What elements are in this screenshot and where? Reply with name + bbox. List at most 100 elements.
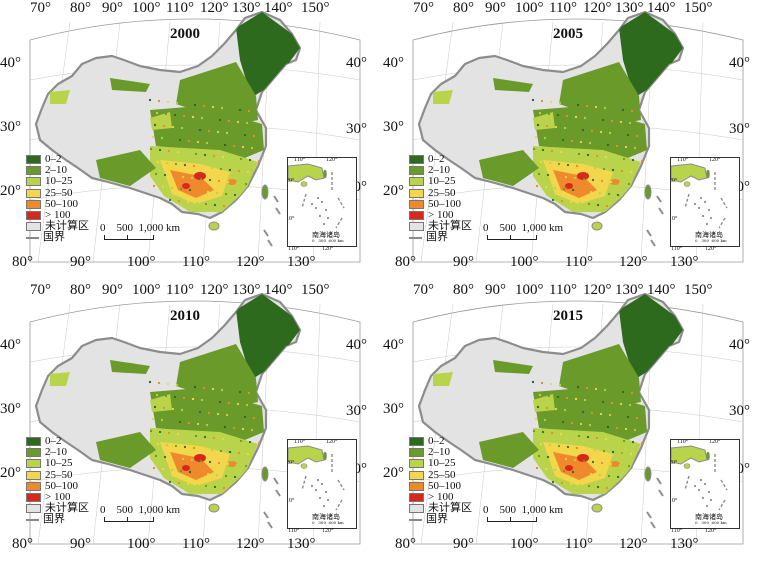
- top-longitude-label: 110°: [166, 282, 194, 298]
- legend-swatch: [409, 459, 424, 469]
- left-latitude-label: 20°: [383, 465, 404, 481]
- legend-swatch: [409, 437, 424, 447]
- left-latitude-label: 40°: [383, 337, 404, 353]
- legend-item: 10–25: [26, 176, 89, 187]
- left-latitude-label: 20°: [383, 183, 404, 199]
- legend-label: 50–100: [45, 197, 78, 210]
- legend-label: 国界: [426, 231, 448, 244]
- legend-item: 10–25: [409, 458, 472, 469]
- legend-swatch: [409, 504, 424, 514]
- right-latitude-label: 30°: [346, 121, 367, 137]
- map-graphic: [412, 292, 744, 545]
- legend-item: > 100: [409, 209, 472, 221]
- left-latitude-label: 40°: [383, 55, 404, 71]
- legend-item-boundary: 国界: [26, 232, 89, 243]
- legend-label: 2–10: [428, 164, 450, 177]
- top-longitude-label: 110°: [166, 0, 194, 16]
- legend-item: > 100: [26, 209, 89, 221]
- bottom-longitude-label: 90°: [453, 536, 474, 552]
- legend-swatch: [409, 155, 424, 165]
- bottom-longitude-label: 120°: [619, 536, 648, 552]
- year-label: 2000: [170, 26, 200, 42]
- map-panel-2000: 2000 70° 80° 90° 100° 110° 120° 130° 140° 150° 80°…: [0, 0, 383, 282]
- legend-item: 25–50: [409, 469, 472, 481]
- legend: 0–2 2–10 10–25 25–50 50–100 > 100 未计算区 国界: [409, 435, 472, 526]
- legend-item: 未计算区: [409, 220, 472, 233]
- inset-title: 南海诸岛: [695, 513, 723, 521]
- top-longitude-label: 80°: [453, 0, 474, 16]
- bottom-longitude-label: 80°: [395, 536, 416, 552]
- legend-label: 未计算区: [428, 220, 472, 233]
- legend-swatch: [26, 481, 41, 491]
- top-longitude-label: 90°: [485, 282, 506, 298]
- legend-label: > 100: [428, 490, 454, 503]
- boundary-line-swatch: [409, 236, 422, 239]
- inset-longitude-label: 110°: [677, 157, 689, 163]
- top-longitude-label: 150°: [301, 0, 330, 16]
- left-latitude-label: 30°: [0, 401, 21, 417]
- inset-graphic: [671, 163, 728, 229]
- inset-longitude-label: 120°: [326, 439, 338, 445]
- legend: 0–2 2–10 10–25 25–50 50–100 > 100 未计算区 国界: [409, 153, 472, 244]
- inset-below-longitude-label: 120°: [705, 246, 717, 252]
- top-longitude-label: 100°: [132, 0, 161, 16]
- legend-label: 10–25: [428, 457, 456, 470]
- legend-item: 50–100: [409, 480, 472, 492]
- legend-item: 2–10: [26, 164, 89, 176]
- legend-swatch: [26, 448, 41, 458]
- map-graphic: [29, 292, 361, 545]
- legend-item: 未计算区: [26, 502, 89, 514]
- legend-label: 未计算区: [45, 220, 89, 233]
- scale-bar-line: [104, 235, 154, 240]
- inset-below-longitude-label: 110°: [671, 246, 683, 252]
- legend-item: 未计算区: [26, 220, 89, 233]
- bottom-longitude-label: 120°: [236, 536, 265, 552]
- legend-label: 国界: [43, 231, 65, 244]
- legend-swatch: [409, 222, 424, 232]
- left-latitude-label: 30°: [383, 401, 404, 417]
- legend-swatch: [26, 504, 41, 514]
- scale-bar-labels: 0 500 1,000 km: [483, 222, 564, 234]
- map-panel-2010: 2010 70° 80° 90° 100° 110° 120° 130° 140° 150° 80°…: [0, 282, 383, 564]
- legend-item: 50–100: [26, 197, 89, 210]
- top-longitude-label: 70°: [30, 282, 51, 298]
- inset-graphic: [671, 445, 728, 511]
- top-longitude-label: 80°: [70, 0, 91, 16]
- year-label: 2015: [553, 308, 583, 324]
- legend-label: 25–50: [45, 468, 73, 481]
- legend-label: 50–100: [428, 197, 461, 210]
- top-longitude-label: 110°: [549, 282, 577, 298]
- legend-label: 10–25: [45, 175, 73, 188]
- legend-swatch: [26, 459, 41, 469]
- bottom-longitude-label: 80°: [12, 254, 33, 270]
- top-longitude-label: 120°: [200, 282, 229, 298]
- bottom-longitude-label: 100°: [510, 536, 539, 552]
- top-longitude-label: 120°: [583, 0, 612, 16]
- year-label: 2010: [170, 308, 200, 324]
- legend-label: 国界: [43, 513, 65, 526]
- legend-label: 50–100: [45, 479, 78, 492]
- inset-latitude-label: 10°: [288, 216, 295, 222]
- top-longitude-label: 80°: [70, 282, 91, 298]
- inset-below-longitude-label: 110°: [288, 528, 300, 534]
- legend-label: 0–2: [428, 435, 445, 447]
- legend-swatch: [409, 211, 424, 221]
- inset-longitude-label: 110°: [294, 439, 306, 445]
- legend-item: 10–25: [26, 458, 89, 469]
- top-longitude-label: 130°: [615, 282, 644, 298]
- legend-swatch: [409, 166, 424, 176]
- bottom-longitude-label: 110°: [565, 254, 593, 270]
- year-label: 2005: [553, 26, 583, 42]
- bottom-longitude-label: 130°: [287, 254, 316, 270]
- legend-swatch: [26, 188, 41, 198]
- legend-item: 0–2: [409, 435, 472, 447]
- legend: 0–2 2–10 10–25 25–50 50–100 > 100 未计算区 国界: [26, 153, 89, 244]
- legend-swatch: [26, 177, 41, 187]
- boundary-line-swatch: [26, 236, 39, 239]
- scale-bar-labels: 0 500 1,000 km: [483, 504, 564, 516]
- scale-bar-labels: 0 500 1,000 km: [100, 222, 181, 234]
- top-longitude-label: 130°: [615, 0, 644, 16]
- top-longitude-label: 120°: [200, 0, 229, 16]
